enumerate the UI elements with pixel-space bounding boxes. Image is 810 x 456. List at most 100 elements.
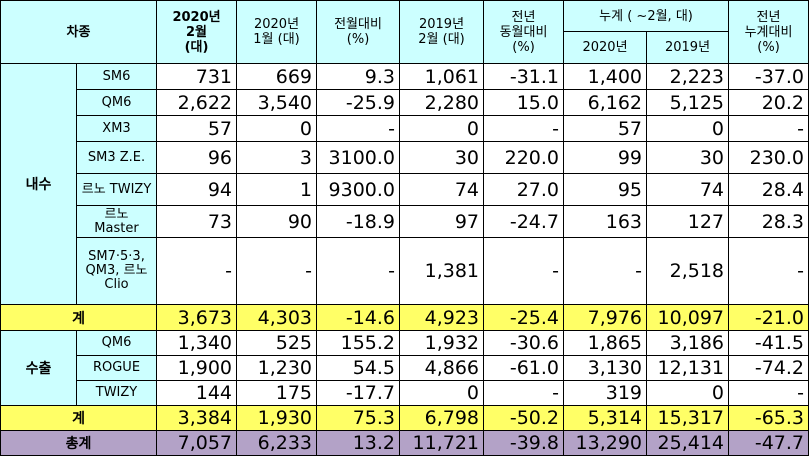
value-cell: -50.2 xyxy=(483,405,565,431)
table-row: QM6 2,622 3,540 -25.9 2,280 15.0 6,162 5… xyxy=(1,89,810,116)
feb2019-header: 2019년 2월 (대) xyxy=(399,0,485,64)
value-cell: 1,061 xyxy=(399,63,485,90)
value-cell: -25.4 xyxy=(483,304,565,331)
value-cell: 155.2 xyxy=(316,330,401,356)
value-cell: 97 xyxy=(399,205,485,238)
table-row: SM7·5·3, QM3, 르노 Clio - - - 1,381 - - 2,… xyxy=(1,237,810,305)
value-cell: 2,518 xyxy=(646,237,730,305)
value-cell: 95 xyxy=(563,173,648,206)
value-cell: 9.3 xyxy=(316,63,401,90)
value-cell: - xyxy=(156,237,238,305)
value-cell: 0 xyxy=(646,115,730,142)
value-cell: 3,130 xyxy=(563,355,648,381)
jan2020-header-line2: 1월 (대) xyxy=(253,32,300,47)
value-cell: 144 xyxy=(156,380,238,406)
value-cell: -24.7 xyxy=(483,205,565,238)
table-row: ROGUE 1,900 1,230 54.5 4,866 -61.0 3,130… xyxy=(1,355,810,381)
table-row: SM3 Z.E. 96 3 3100.0 30 220.0 99 30 230.… xyxy=(1,141,810,174)
value-cell: 4,303 xyxy=(236,304,318,331)
value-cell: -17.7 xyxy=(316,380,401,406)
value-cell: 1,900 xyxy=(156,355,238,381)
value-cell: - xyxy=(236,237,318,305)
value-cell: -31.1 xyxy=(483,63,565,90)
value-cell: -30.6 xyxy=(483,330,565,356)
value-cell: 0 xyxy=(646,380,730,406)
value-cell: 28.4 xyxy=(728,173,810,206)
table-row: 르노 Master 73 90 -18.9 97 -24.7 163 127 2… xyxy=(1,205,810,238)
cum-yoy-header: 전년 누계대비 (%) xyxy=(728,0,810,64)
table-row: TWIZY 144 175 -17.7 0 - 319 0 - xyxy=(1,380,810,406)
value-cell: 669 xyxy=(236,63,318,90)
value-cell: 4,866 xyxy=(399,355,485,381)
feb2020-header-line1: 2020년 xyxy=(172,9,221,25)
model-cell: SM3 Z.E. xyxy=(75,141,158,174)
value-cell: 3 xyxy=(236,141,318,174)
value-cell: 1,381 xyxy=(399,237,485,305)
model-cell: XM3 xyxy=(75,115,158,142)
value-cell: 10,097 xyxy=(646,304,730,331)
value-cell: 3,384 xyxy=(156,405,238,431)
yoy-header: 전년 동월대비 (%) xyxy=(483,0,565,64)
value-cell: 3,540 xyxy=(236,89,318,116)
value-cell: 175 xyxy=(236,380,318,406)
value-cell: 75.3 xyxy=(316,405,401,431)
value-cell: 2,280 xyxy=(399,89,485,116)
value-cell: -74.2 xyxy=(728,355,810,381)
cumulative-header: 누계 ( ~2월, 대) xyxy=(563,0,730,32)
value-cell: 1,340 xyxy=(156,330,238,356)
value-cell: 4,923 xyxy=(399,304,485,331)
export-group-label: 수출 xyxy=(0,330,77,406)
mom-header-line2: (%) xyxy=(346,32,370,47)
subtotal-label: 계 xyxy=(0,304,158,331)
value-cell: 6,162 xyxy=(563,89,648,116)
cum-2020-header: 2020년 xyxy=(563,31,648,64)
domestic-group-label: 내수 xyxy=(0,63,77,305)
value-cell: - xyxy=(483,237,565,305)
value-cell: 3,673 xyxy=(156,304,238,331)
value-cell: - xyxy=(316,115,401,142)
header-row-1: 차종 2020년 2월 (대) 2020년 1월 (대) 전월대비 (%) 20… xyxy=(0,0,810,64)
value-cell: 127 xyxy=(646,205,730,238)
table-row: 르노 TWIZY 94 1 9300.0 74 27.0 95 74 28.4 xyxy=(1,173,810,206)
export-subtotal-row: 계 3,384 1,930 75.3 6,798 -50.2 5,314 15,… xyxy=(0,405,810,431)
value-cell: 99 xyxy=(563,141,648,174)
model-cell: SM6 xyxy=(75,63,158,90)
cum-2019-header: 2019년 xyxy=(646,31,730,64)
value-cell: - xyxy=(728,115,810,142)
model-cell: QM6 xyxy=(75,89,158,116)
header-row-2: 2020년 2019년 xyxy=(1,31,809,64)
value-cell: -37.0 xyxy=(728,63,810,90)
jan2020-header-line1: 2020년 xyxy=(253,17,300,32)
mom-header-line1: 전월대비 xyxy=(334,17,382,32)
model-cell: 르노 Master xyxy=(75,205,158,238)
yoy-header-line1: 전년 xyxy=(511,9,536,25)
value-cell: 319 xyxy=(563,380,648,406)
value-cell: 0 xyxy=(399,380,485,406)
cum-yoy-header-line3: (%) xyxy=(757,39,780,55)
value-cell: 30 xyxy=(646,141,730,174)
value-cell: -18.9 xyxy=(316,205,401,238)
table-row: XM3 57 0 - 0 - 57 0 - xyxy=(1,115,810,142)
value-cell: 9300.0 xyxy=(316,173,401,206)
feb2019-header-line2: 2월 (대) xyxy=(418,32,465,47)
value-cell: 27.0 xyxy=(483,173,565,206)
value-cell: 3100.0 xyxy=(316,141,401,174)
mom-header: 전월대비 (%) xyxy=(316,0,401,64)
value-cell: 5,314 xyxy=(563,405,648,431)
value-cell: - xyxy=(316,237,401,305)
value-cell: 1,230 xyxy=(236,355,318,381)
model-cell: 르노 TWIZY xyxy=(75,173,158,206)
table-row: 내수 SM6 731 669 9.3 1,061 -31.1 1,400 2,2… xyxy=(0,63,810,305)
value-cell: 15.0 xyxy=(483,89,565,116)
model-cell: TWIZY xyxy=(75,380,158,406)
value-cell: -21.0 xyxy=(728,304,810,331)
value-cell: -25.9 xyxy=(316,89,401,116)
feb2020-header-line3: (대) xyxy=(184,39,209,55)
value-cell: 6,798 xyxy=(399,405,485,431)
value-cell: - xyxy=(728,237,810,305)
value-cell: - xyxy=(728,380,810,406)
value-cell: 2,223 xyxy=(646,63,730,90)
value-cell: 1 xyxy=(236,173,318,206)
value-cell: 3,186 xyxy=(646,330,730,356)
